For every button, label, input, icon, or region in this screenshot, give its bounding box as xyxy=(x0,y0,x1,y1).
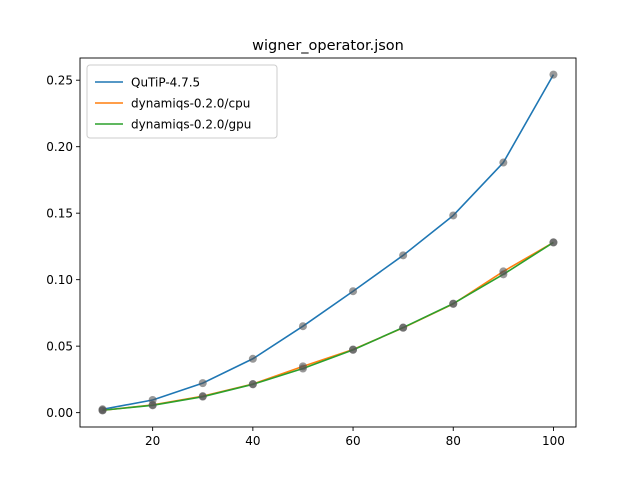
data-point-0-6 xyxy=(399,251,408,260)
legend-label-2: dynamiqs-0.2.0/gpu xyxy=(131,118,251,132)
x-tick-label-1: 40 xyxy=(245,434,260,448)
data-point-2-0 xyxy=(98,406,107,415)
data-point-2-3 xyxy=(248,380,257,389)
y-tick-label-0: 0.00 xyxy=(46,406,73,420)
x-tick-label-4: 100 xyxy=(542,434,565,448)
series-line-0 xyxy=(102,74,555,411)
data-point-0-2 xyxy=(198,379,207,388)
y-tick-label-4: 0.20 xyxy=(46,140,73,154)
data-point-0-7 xyxy=(449,211,458,220)
series-line-2 xyxy=(102,241,554,412)
legend-box xyxy=(86,64,278,139)
legend-label-0: QuTiP-4.7.5 xyxy=(131,76,200,90)
data-point-2-9 xyxy=(549,238,558,247)
data-point-2-1 xyxy=(148,401,157,410)
data-point-2-8 xyxy=(499,270,508,279)
y-tick-label-1: 0.05 xyxy=(46,340,73,354)
legend-label-1: dynamiqs-0.2.0/cpu xyxy=(131,97,250,111)
data-point-0-5 xyxy=(349,287,358,296)
data-point-0-3 xyxy=(248,354,257,363)
data-point-2-2 xyxy=(198,392,207,401)
plot-frame xyxy=(79,57,577,428)
x-tick-label-3: 80 xyxy=(446,434,461,448)
series-line-1 xyxy=(102,241,554,412)
data-point-2-4 xyxy=(298,364,307,373)
data-point-2-7 xyxy=(449,299,458,308)
data-point-0-8 xyxy=(499,158,508,167)
x-tick-label-2: 60 xyxy=(345,434,360,448)
data-point-0-4 xyxy=(298,322,307,331)
y-tick-label-2: 0.10 xyxy=(46,273,73,287)
data-point-2-6 xyxy=(399,323,408,332)
legend: QuTiP-4.7.5 dynamiqs-0.2.0/cpu dynamiqs-0.… xyxy=(86,64,278,139)
x-tick-label-0: 20 xyxy=(145,434,160,448)
y-tick-label-5: 0.25 xyxy=(46,74,73,88)
data-point-2-5 xyxy=(349,345,358,354)
chart-title: wigner_operator.json xyxy=(252,38,404,54)
y-tick-label-3: 0.15 xyxy=(46,207,73,221)
data-point-0-9 xyxy=(549,70,558,79)
